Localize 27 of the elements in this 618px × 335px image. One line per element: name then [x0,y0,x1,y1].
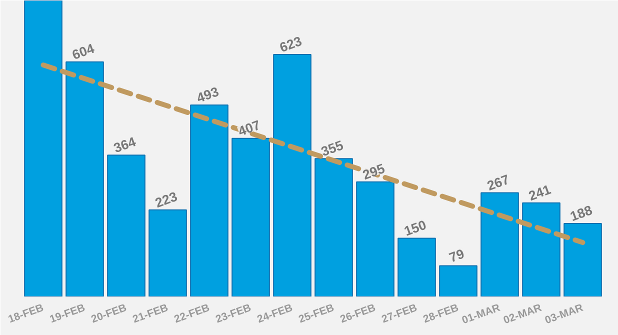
data-label: 188 [568,202,594,224]
bar [190,104,228,296]
data-label: 241 [526,182,554,204]
data-label: 407 [236,117,262,140]
data-label: 295 [360,160,388,183]
data-label: 150 [402,217,428,239]
bar [314,158,353,296]
bar [66,61,104,296]
data-label: 267 [485,172,512,194]
bar [148,209,187,296]
bar [24,0,62,296]
data-label: 355 [319,137,346,160]
data-label: 79 [447,246,466,266]
data-label: 223 [153,188,180,211]
data-label: 364 [112,134,138,156]
bar [564,222,602,296]
bar [107,154,146,296]
bar [480,192,519,296]
data-label: 604 [70,40,97,63]
data-label: 493 [194,84,221,106]
bar [439,265,478,296]
bar [273,54,312,296]
bar [522,202,560,296]
bar [356,181,394,296]
data-label: 623 [278,33,304,56]
bar [398,238,436,296]
bar [232,138,270,296]
